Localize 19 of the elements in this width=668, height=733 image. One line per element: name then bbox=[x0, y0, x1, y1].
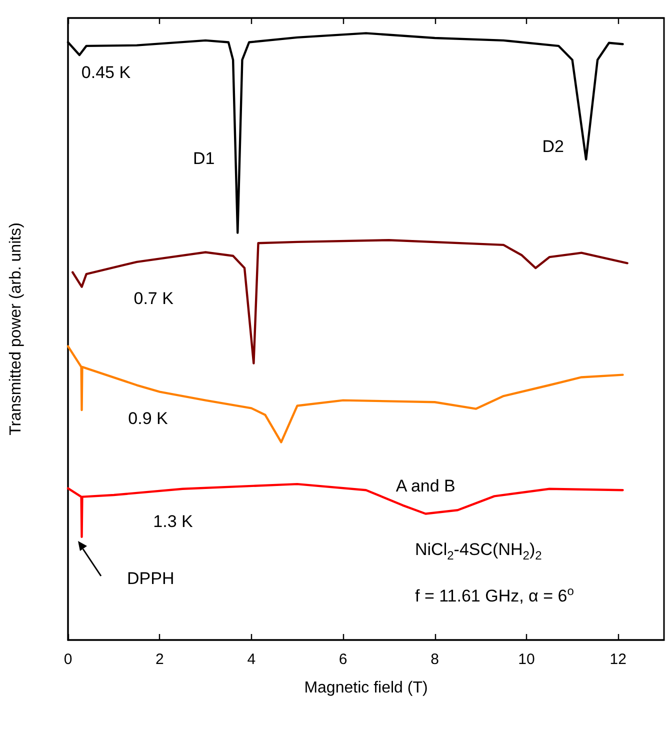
annotation: D2 bbox=[542, 136, 564, 156]
series-label: 0.7 K bbox=[134, 288, 174, 308]
annotation: DPPH bbox=[127, 569, 174, 589]
series-label: 0.45 K bbox=[81, 62, 132, 82]
x-tick-label: 0 bbox=[64, 651, 72, 668]
x-tick-label: 10 bbox=[518, 651, 535, 668]
series-label: 0.9 K bbox=[128, 408, 169, 428]
x-tick-label: 2 bbox=[156, 651, 164, 668]
x-tick-label: 12 bbox=[610, 651, 626, 668]
y-axis-title: Transmitted power (arb. units) bbox=[8, 222, 24, 436]
annotation: f = 11.61 GHz, α = 6$^{o}$ bbox=[415, 584, 574, 607]
x-tick-label: 4 bbox=[247, 651, 256, 668]
annotation: NiCl$_{2}$-4SC(NH$_{2}$)$_{2}$ bbox=[415, 540, 542, 562]
x-tick-label: 6 bbox=[338, 651, 348, 668]
annotation: A and B bbox=[396, 476, 456, 496]
x-tick-label: 8 bbox=[430, 651, 439, 668]
annotation: D1 bbox=[193, 149, 215, 169]
series-label: 1.3 K bbox=[153, 512, 194, 531]
x-axis-title: Magnetic field (T) bbox=[304, 680, 428, 696]
